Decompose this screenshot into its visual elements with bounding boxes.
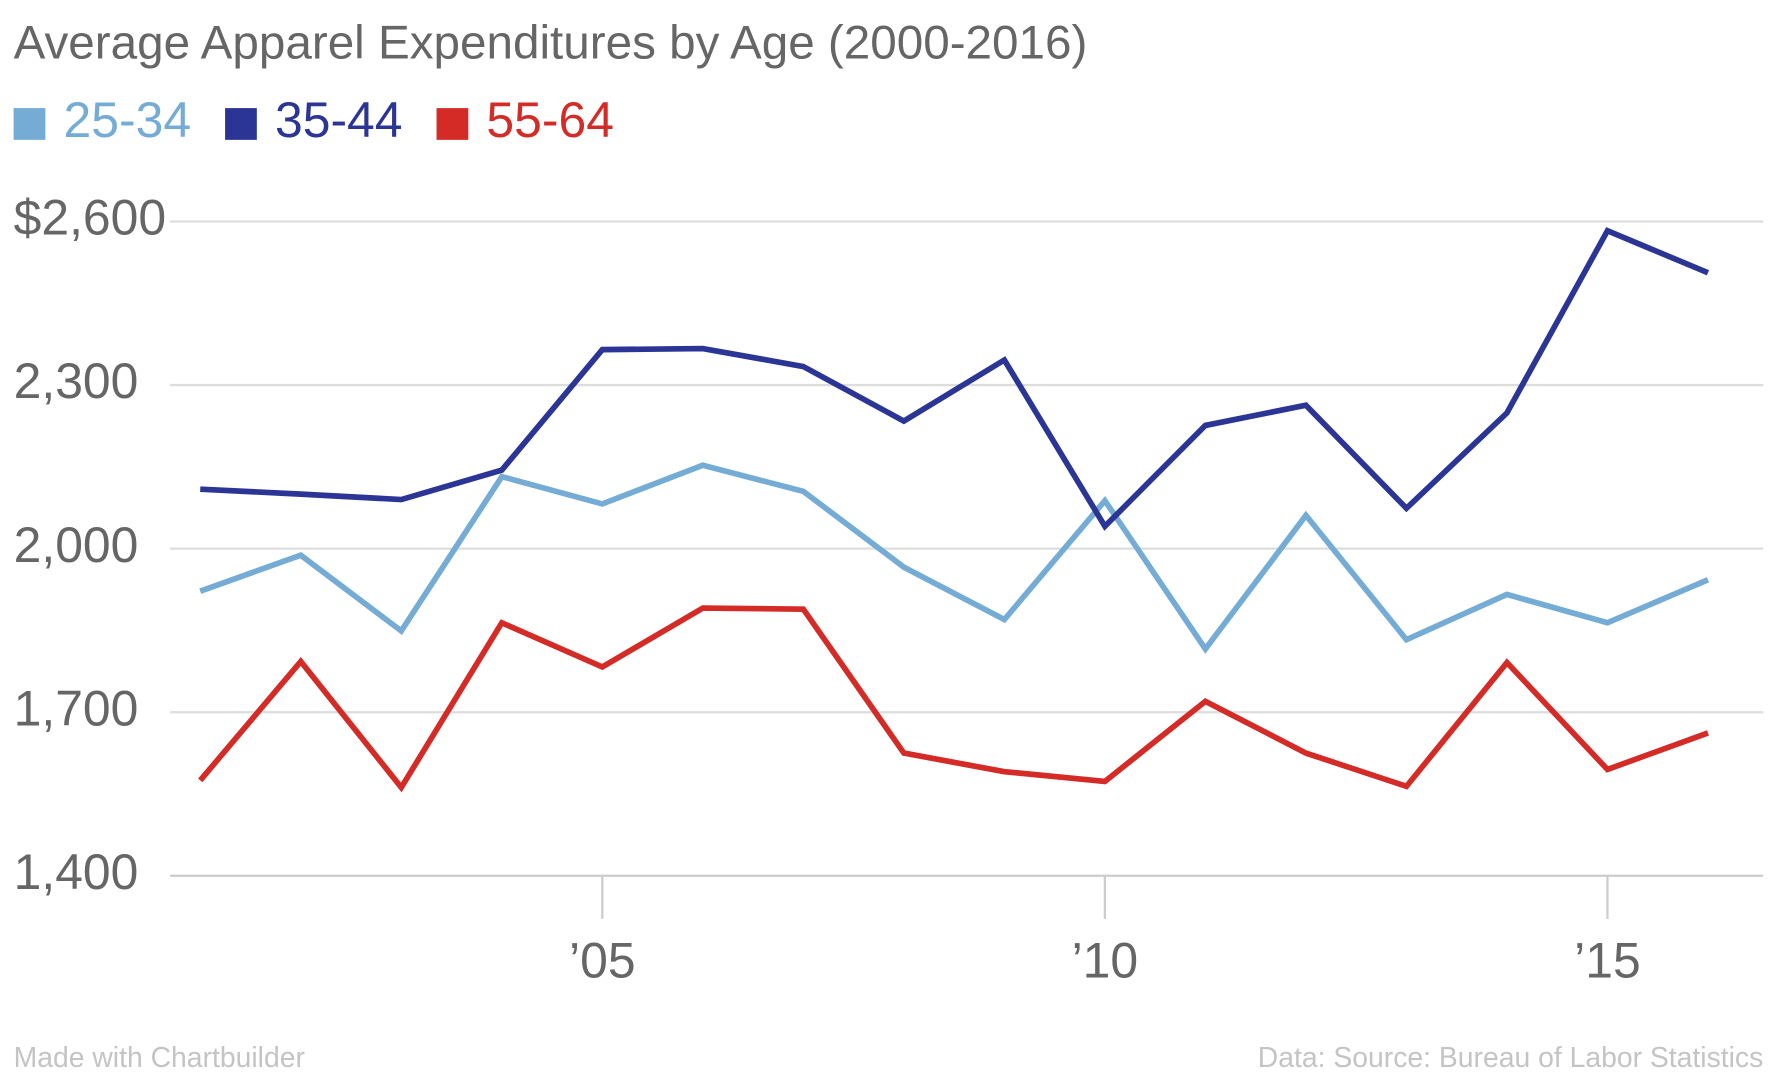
- source: Data: Source: Bureau of Labor Statistics: [1258, 1042, 1763, 1074]
- series-line: [199, 462, 1710, 654]
- credit: Made with Chartbuilder: [14, 1042, 305, 1074]
- legend-swatch: [225, 108, 257, 140]
- y-tick-label: 1,700: [14, 680, 139, 736]
- x-tick-label: ’10: [1072, 932, 1139, 988]
- legend-swatch: [436, 108, 469, 140]
- legend-label: 25-34: [64, 92, 192, 148]
- series-line: [200, 227, 1710, 531]
- x-tick-label: ’05: [569, 932, 636, 988]
- x-tick-label: ’15: [1574, 932, 1641, 988]
- y-tick-label: 2,000: [14, 517, 139, 573]
- y-tick-label: 2,300: [14, 353, 139, 409]
- legend-label: 55-64: [486, 92, 614, 148]
- y-tick-label: 1,400: [14, 844, 139, 900]
- legend-label: 35-44: [275, 92, 403, 148]
- series-line: [198, 605, 1709, 793]
- y-tick-label: $2,600: [14, 190, 167, 246]
- chart-title: Average Apparel Expenditures by Age (200…: [14, 16, 1088, 69]
- legend-swatch: [13, 108, 46, 140]
